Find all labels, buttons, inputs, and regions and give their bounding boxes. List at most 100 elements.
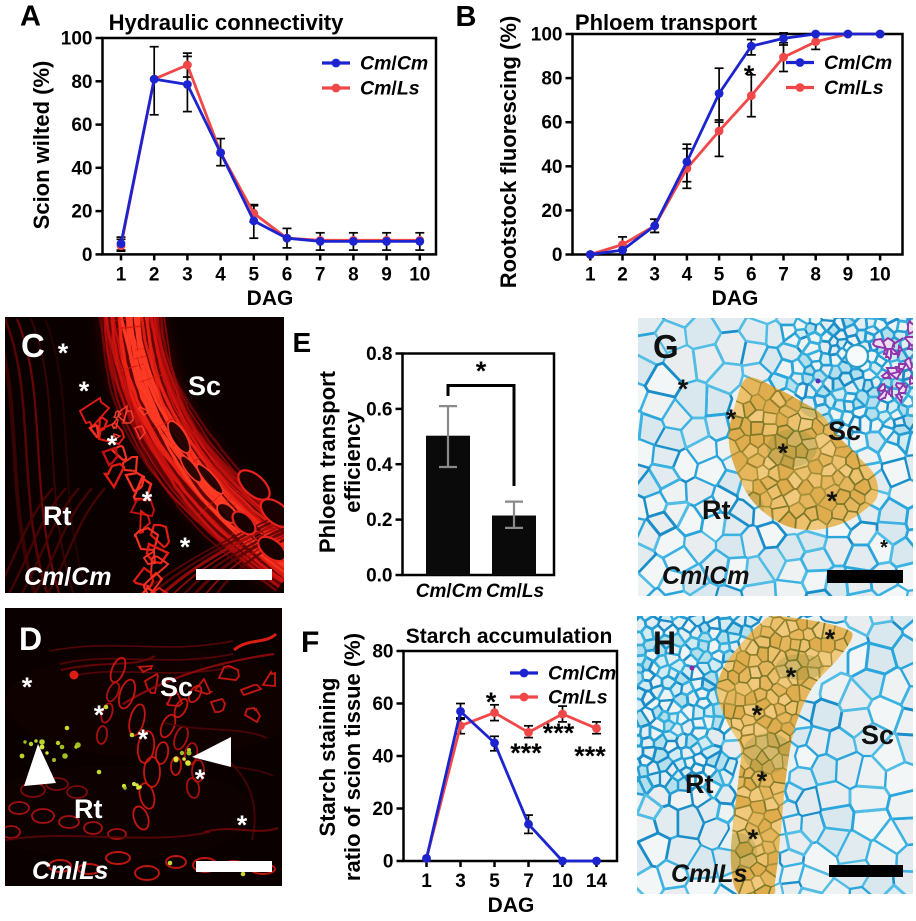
- svg-text:*: *: [180, 532, 191, 562]
- svg-text:6: 6: [282, 264, 293, 285]
- svg-text:4: 4: [215, 264, 226, 285]
- svg-text:*: *: [757, 766, 768, 796]
- svg-text:80: 80: [71, 72, 92, 93]
- svg-text:5: 5: [714, 265, 725, 286]
- svg-text:14: 14: [586, 871, 608, 892]
- svg-text:*: *: [237, 810, 248, 840]
- svg-text:7: 7: [778, 265, 789, 286]
- svg-text:Cm/Ls: Cm/Ls: [671, 860, 748, 888]
- svg-text:Sc: Sc: [160, 672, 193, 702]
- svg-text:Phloem transport: Phloem transport: [575, 10, 758, 35]
- svg-text:*: *: [79, 376, 90, 406]
- svg-text:5: 5: [489, 871, 500, 892]
- svg-text:3: 3: [649, 265, 660, 286]
- svg-text:D: D: [19, 621, 42, 657]
- svg-text:10: 10: [409, 264, 430, 285]
- svg-text:7: 7: [315, 264, 326, 285]
- svg-text:0.2: 0.2: [366, 510, 392, 531]
- svg-text:60: 60: [372, 694, 393, 715]
- svg-text:*: *: [138, 724, 149, 754]
- svg-text:*: *: [107, 430, 118, 460]
- svg-text:Sc: Sc: [828, 416, 861, 446]
- svg-text:5: 5: [249, 264, 260, 285]
- svg-text:***: ***: [574, 741, 606, 771]
- svg-text:1: 1: [585, 265, 596, 286]
- svg-text:Sc: Sc: [861, 720, 894, 750]
- svg-text:A: A: [20, 1, 41, 33]
- svg-text:*: *: [825, 624, 836, 654]
- svg-text:Cm/Cm: Cm/Cm: [824, 52, 892, 74]
- svg-text:DAG: DAG: [712, 287, 759, 310]
- svg-text:Cm/Cm: Cm/Cm: [24, 563, 112, 591]
- svg-text:***: ***: [543, 718, 575, 748]
- svg-text:Rt: Rt: [702, 495, 731, 525]
- svg-text:*: *: [22, 672, 33, 702]
- svg-text:C: C: [21, 327, 45, 364]
- svg-text:1: 1: [116, 264, 127, 285]
- svg-text:*: *: [726, 404, 737, 434]
- svg-text:Rt: Rt: [43, 501, 72, 531]
- svg-text:80: 80: [372, 642, 393, 663]
- svg-text:Cm/Cm: Cm/Cm: [662, 562, 750, 590]
- svg-text:*: *: [195, 764, 206, 794]
- svg-text:efficiency: efficiency: [340, 410, 365, 512]
- svg-text:0: 0: [552, 245, 563, 266]
- svg-text:B: B: [456, 1, 477, 33]
- svg-text:8: 8: [810, 265, 821, 286]
- svg-text:0.4: 0.4: [366, 455, 393, 476]
- svg-text:*: *: [827, 486, 838, 516]
- svg-text:8: 8: [348, 264, 359, 285]
- svg-text:40: 40: [372, 747, 393, 768]
- svg-text:Phloem transport: Phloem transport: [315, 370, 340, 553]
- svg-text:Rt: Rt: [685, 769, 714, 799]
- svg-text:*: *: [58, 338, 69, 368]
- svg-text:Starch accumulation: Starch accumulation: [406, 625, 613, 648]
- svg-text:60: 60: [71, 115, 92, 136]
- svg-text:3: 3: [182, 264, 193, 285]
- svg-text:0: 0: [82, 245, 93, 266]
- svg-text:*: *: [778, 438, 789, 468]
- svg-text:80: 80: [541, 69, 562, 90]
- svg-text:*: *: [880, 537, 888, 559]
- svg-text:7: 7: [523, 871, 534, 892]
- svg-text:Starch staining: Starch staining: [315, 678, 340, 837]
- svg-text:Cm/Ls: Cm/Ls: [32, 857, 109, 885]
- svg-text:ratio of scion tissue (%): ratio of scion tissue (%): [340, 633, 365, 881]
- svg-text:*: *: [476, 356, 487, 386]
- svg-text:20: 20: [541, 201, 562, 222]
- svg-text:20: 20: [372, 799, 393, 820]
- svg-text:6: 6: [746, 265, 757, 286]
- svg-text:2: 2: [617, 265, 628, 286]
- svg-text:*: *: [678, 374, 689, 404]
- svg-text:H: H: [653, 625, 676, 661]
- svg-text:Scion wilted (%): Scion wilted (%): [29, 61, 54, 230]
- svg-text:0: 0: [383, 852, 394, 873]
- svg-text:100: 100: [61, 29, 93, 50]
- svg-text:10: 10: [552, 871, 573, 892]
- svg-text:*: *: [748, 824, 759, 854]
- svg-text:***: ***: [510, 738, 542, 768]
- svg-text:4: 4: [682, 265, 693, 286]
- svg-text:G: G: [653, 328, 679, 365]
- svg-text:*: *: [486, 687, 497, 717]
- svg-text:E: E: [293, 327, 312, 358]
- svg-text:Cm/Ls: Cm/Ls: [486, 581, 544, 602]
- svg-text:Cm/Ls: Cm/Ls: [824, 77, 884, 99]
- svg-text:*: *: [142, 486, 153, 516]
- svg-text:0.0: 0.0: [366, 566, 392, 587]
- svg-text:Cm/Cm: Cm/Cm: [548, 663, 616, 685]
- svg-text:F: F: [301, 626, 319, 659]
- svg-text:Cm/Ls: Cm/Ls: [360, 78, 420, 100]
- svg-text:3: 3: [455, 871, 466, 892]
- svg-text:Rt: Rt: [74, 794, 103, 824]
- svg-text:1: 1: [421, 871, 432, 892]
- svg-text:*: *: [786, 662, 797, 692]
- svg-text:20: 20: [71, 202, 92, 223]
- svg-text:Cm/Ls: Cm/Ls: [548, 687, 608, 709]
- svg-text:40: 40: [541, 157, 562, 178]
- svg-text:0.8: 0.8: [366, 344, 392, 365]
- svg-text:*: *: [94, 700, 105, 730]
- svg-text:60: 60: [541, 113, 562, 134]
- svg-text:*: *: [752, 700, 763, 730]
- svg-text:Cm/Cm: Cm/Cm: [360, 53, 428, 75]
